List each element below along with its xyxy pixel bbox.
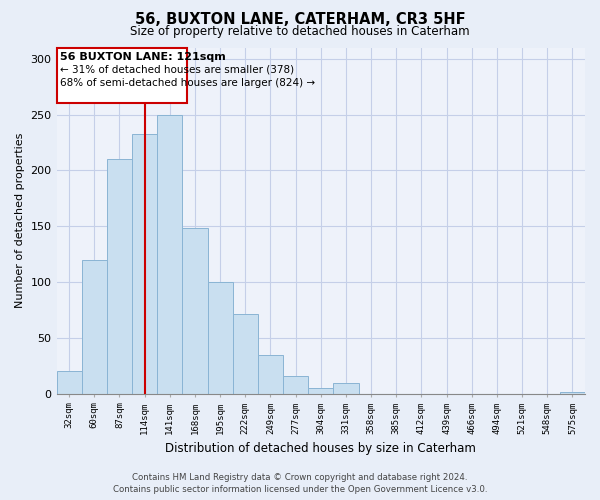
Bar xyxy=(107,159,132,394)
Y-axis label: Number of detached properties: Number of detached properties xyxy=(15,133,25,308)
Text: 68% of semi-detached houses are larger (824) →: 68% of semi-detached houses are larger (… xyxy=(61,78,316,88)
Bar xyxy=(182,228,208,394)
X-axis label: Distribution of detached houses by size in Caterham: Distribution of detached houses by size … xyxy=(166,442,476,455)
Bar xyxy=(56,372,82,394)
Bar xyxy=(334,382,359,394)
FancyBboxPatch shape xyxy=(56,48,187,104)
Bar xyxy=(233,314,258,394)
Bar xyxy=(82,260,107,394)
Text: ← 31% of detached houses are smaller (378): ← 31% of detached houses are smaller (37… xyxy=(61,64,295,74)
Bar xyxy=(283,376,308,394)
Bar xyxy=(308,388,334,394)
Text: 56, BUXTON LANE, CATERHAM, CR3 5HF: 56, BUXTON LANE, CATERHAM, CR3 5HF xyxy=(134,12,466,28)
Bar xyxy=(132,134,157,394)
Bar xyxy=(157,114,182,394)
Text: 56 BUXTON LANE: 121sqm: 56 BUXTON LANE: 121sqm xyxy=(61,52,226,62)
Bar xyxy=(208,282,233,394)
Text: Size of property relative to detached houses in Caterham: Size of property relative to detached ho… xyxy=(130,25,470,38)
Bar xyxy=(258,354,283,394)
Bar xyxy=(560,392,585,394)
Text: Contains HM Land Registry data © Crown copyright and database right 2024.
Contai: Contains HM Land Registry data © Crown c… xyxy=(113,472,487,494)
